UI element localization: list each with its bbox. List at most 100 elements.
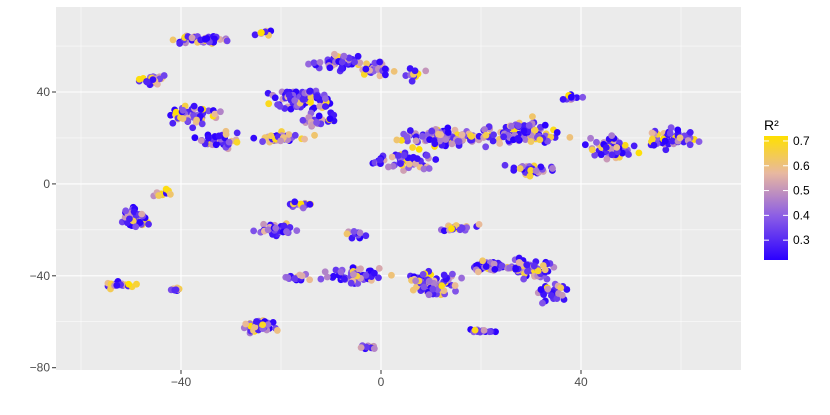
data-point: [265, 100, 273, 108]
data-point: [557, 284, 565, 292]
data-point: [444, 129, 452, 136]
data-point: [277, 137, 285, 145]
data-point: [375, 274, 382, 282]
data-point: [409, 144, 417, 151]
data-point: [167, 111, 174, 119]
data-point: [323, 273, 331, 281]
data-point: [467, 132, 475, 140]
data-point: [198, 120, 206, 128]
data-point: [479, 257, 487, 265]
data-point: [625, 151, 632, 158]
data-point: [403, 133, 411, 141]
data-point: [317, 275, 325, 283]
data-point: [350, 271, 357, 278]
data-point: [608, 132, 616, 140]
data-point: [313, 93, 321, 100]
data-point: [544, 137, 551, 145]
data-point: [408, 77, 416, 85]
data-point: [326, 64, 334, 72]
legend-colorbar: [764, 136, 788, 260]
data-point: [299, 116, 307, 124]
data-point: [448, 225, 455, 233]
y-tick-label: 0: [43, 177, 50, 191]
data-point: [321, 268, 329, 276]
data-point: [530, 262, 538, 270]
data-point: [197, 106, 205, 113]
data-point: [376, 72, 384, 80]
data-point: [306, 276, 314, 284]
data-point: [169, 36, 177, 44]
data-point: [525, 122, 533, 129]
data-point: [272, 224, 280, 232]
data-point: [307, 98, 314, 106]
data-point: [242, 320, 250, 328]
data-point: [222, 131, 230, 138]
data-point: [597, 151, 605, 159]
data-point: [223, 37, 231, 45]
legend-break-label: 0.5: [793, 184, 810, 198]
data-point: [567, 93, 575, 101]
data-point: [498, 262, 506, 270]
x-tick-label: 40: [574, 375, 588, 389]
data-point: [125, 280, 133, 288]
data-point: [648, 129, 656, 137]
data-point: [293, 227, 301, 235]
data-point: [536, 136, 544, 144]
data-point: [130, 208, 138, 216]
data-point: [197, 137, 205, 144]
data-point: [390, 67, 398, 75]
data-point: [676, 134, 684, 142]
data-point: [429, 285, 437, 293]
data-point: [190, 102, 198, 110]
data-point: [299, 204, 307, 212]
data-point: [486, 328, 493, 336]
data-point: [264, 226, 272, 234]
data-point: [271, 94, 279, 102]
data-point: [284, 274, 292, 281]
data-point: [135, 75, 143, 83]
data-point: [291, 131, 299, 139]
data-point: [430, 137, 438, 145]
data-point: [508, 122, 516, 130]
data-point: [363, 60, 370, 68]
data-point: [149, 76, 157, 84]
data-point: [260, 220, 268, 228]
data-point: [136, 219, 144, 226]
data-point: [435, 130, 442, 138]
data-point: [603, 155, 611, 163]
data-point: [306, 200, 314, 208]
data-point: [285, 91, 293, 99]
data-point: [291, 97, 299, 104]
data-point: [489, 137, 497, 145]
x-axis: −40 0 40: [171, 370, 588, 389]
data-point: [306, 88, 313, 95]
data-point: [537, 286, 545, 293]
data-point: [549, 165, 556, 172]
data-point: [162, 185, 170, 193]
data-point: [310, 59, 318, 67]
data-point: [587, 134, 594, 142]
data-point: [316, 59, 324, 66]
data-point: [357, 344, 365, 352]
data-point: [341, 275, 348, 283]
data-point: [412, 277, 420, 285]
data-point: [619, 149, 626, 157]
data-point: [211, 110, 219, 118]
data-point: [381, 65, 389, 73]
data-point: [330, 272, 337, 280]
data-point: [531, 126, 539, 134]
data-point: [490, 131, 497, 139]
data-point: [155, 192, 163, 199]
data-point: [420, 165, 428, 173]
data-point: [449, 270, 456, 278]
data-point: [287, 105, 295, 113]
data-point: [593, 138, 600, 146]
data-point: [316, 102, 324, 110]
data-point: [544, 285, 552, 293]
data-point: [204, 134, 212, 142]
data-point: [360, 71, 368, 78]
data-point: [285, 131, 293, 138]
data-point: [524, 267, 531, 275]
data-point: [138, 210, 146, 218]
